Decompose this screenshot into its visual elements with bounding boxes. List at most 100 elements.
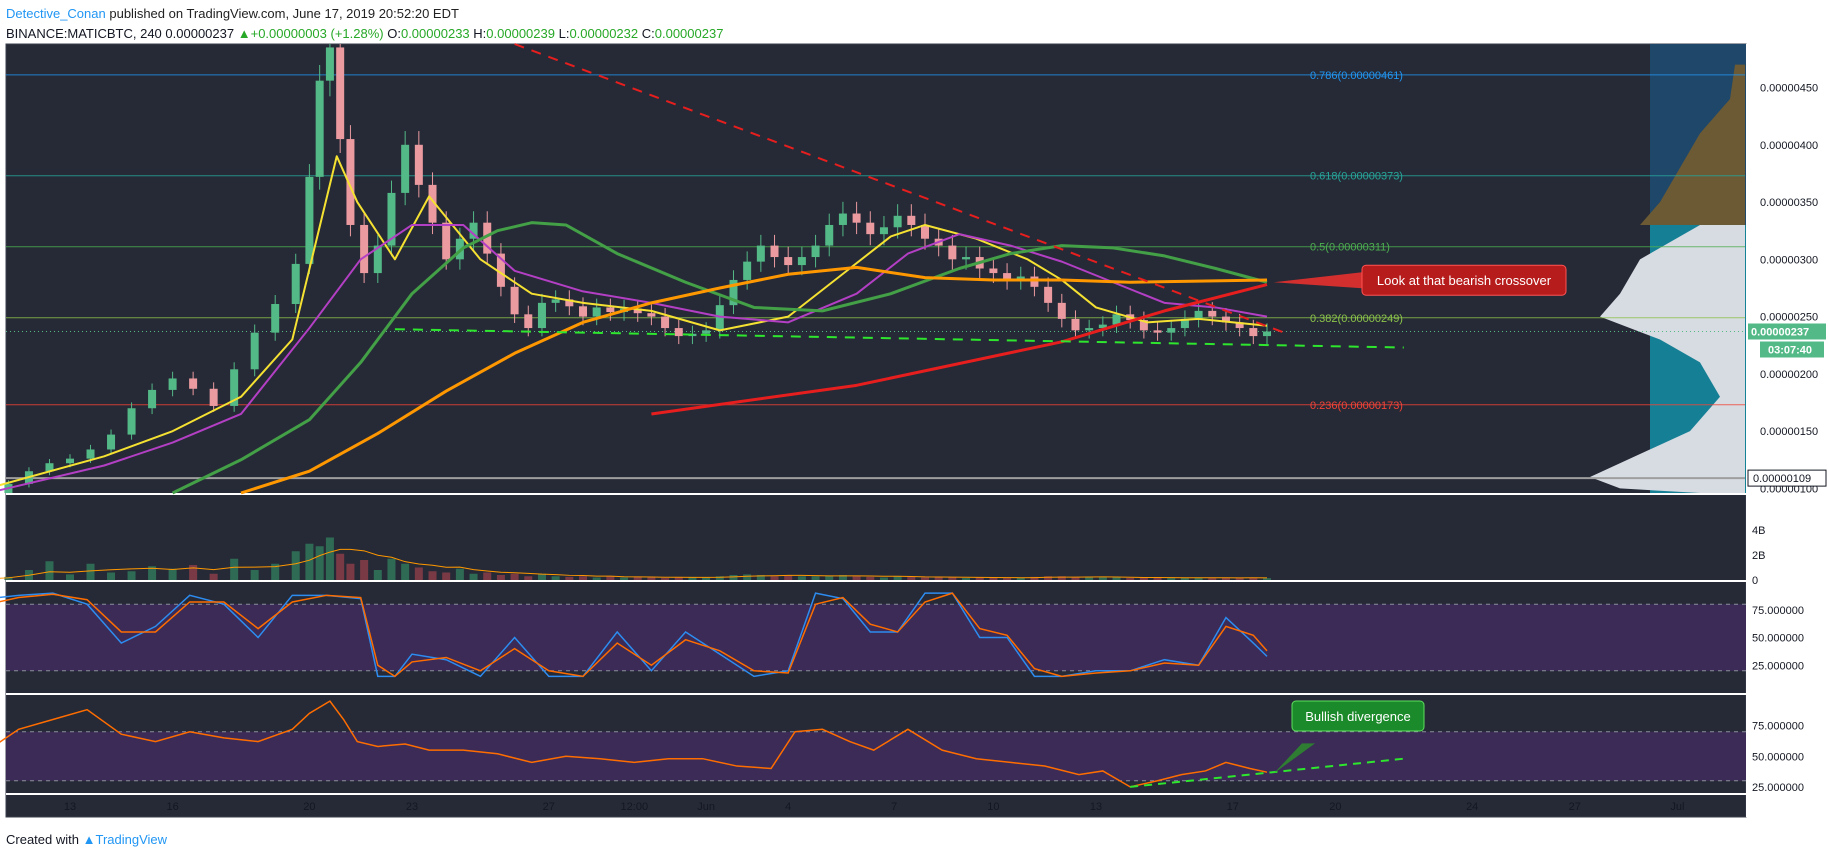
candle-body	[1208, 310, 1217, 317]
countdown-value: 03:07:40	[1768, 344, 1812, 356]
volume-bar	[975, 577, 984, 580]
volume-bar	[1221, 577, 1230, 580]
candle-body	[633, 308, 642, 314]
volume-bar	[168, 568, 177, 580]
volume-bar	[620, 577, 629, 580]
volume-bar	[702, 577, 711, 580]
annotations[interactable]: Look at that bearish crossover Bullish di…	[1273, 264, 1567, 774]
candle-body	[442, 222, 451, 260]
candle-body	[524, 314, 533, 329]
volume-bar	[189, 565, 198, 580]
volume-bar	[1126, 578, 1135, 580]
volume-bar	[1153, 577, 1162, 580]
candlesticks[interactable]	[0, 44, 1271, 495]
volume-bar	[989, 577, 998, 580]
time-tick-label: 23	[406, 801, 418, 813]
created-with-label: Created with	[6, 832, 79, 847]
rsi-line	[0, 700, 1268, 788]
volume-bar	[524, 576, 533, 580]
volume-bar	[428, 571, 437, 580]
time-tick-label: 10	[987, 801, 999, 813]
bullish-callout-pointer	[1273, 743, 1315, 774]
volume-bar	[1208, 578, 1217, 580]
candle-body	[387, 192, 396, 246]
close-label: C:	[641, 26, 655, 41]
price-tick-label: 0.00000400	[1760, 140, 1818, 152]
fib-label-0.236: 0.236(0.00000173)	[1310, 400, 1403, 412]
volume-bar	[729, 575, 738, 580]
candle-body	[551, 299, 560, 303]
price-axis-background	[1746, 44, 1828, 817]
candle-body	[715, 305, 724, 331]
price-change: +0.00000003 (+1.28%)	[250, 26, 384, 41]
candle-body	[647, 313, 656, 317]
time-tick-label: 20	[1329, 801, 1341, 813]
candle-body	[86, 449, 95, 459]
volume-bar	[838, 575, 847, 580]
bearish-callout-pointer	[1273, 272, 1362, 289]
candle-body	[401, 144, 410, 193]
time-tick-label: 13	[1090, 801, 1102, 813]
fib-label-0.382: 0.382(0.00000249)	[1310, 313, 1403, 325]
volume-bar	[647, 577, 656, 580]
volume-bar	[893, 576, 902, 580]
time-tick-label: 12:00	[621, 801, 649, 813]
candle-body	[107, 434, 116, 450]
price-tick-label: 0.00000250	[1760, 312, 1818, 324]
candle-body	[565, 299, 574, 307]
candle-body	[271, 304, 280, 333]
time-tick-label: 7	[891, 801, 897, 813]
candle-body	[592, 307, 601, 317]
candle-body	[189, 378, 198, 389]
publish-line: Detective_Conan published on TradingView…	[6, 4, 1806, 24]
candle-body	[168, 378, 177, 390]
candle-body	[305, 176, 314, 264]
volume-bar	[107, 572, 116, 580]
volume-ma-line	[0, 548, 1268, 579]
volume-bar	[1085, 577, 1094, 580]
candle-body	[325, 47, 334, 81]
volume-bar	[537, 573, 546, 580]
time-tick-label: 27	[543, 801, 555, 813]
time-tick-label: 24	[1466, 801, 1478, 813]
volume-bar	[86, 563, 95, 580]
candle-body	[866, 222, 875, 235]
high-label: H:	[473, 26, 487, 41]
volume-bar	[784, 575, 793, 580]
volume-tick-label: 4B	[1752, 525, 1765, 537]
volume-bar	[336, 553, 345, 580]
bearish-callout-text: Look at that bearish crossover	[1377, 273, 1552, 288]
candle-body	[414, 144, 423, 185]
volume-bar	[674, 577, 683, 580]
volume-bar	[1044, 576, 1053, 580]
candle-body	[1167, 328, 1176, 333]
marker-price-value: 0.00000109	[1753, 473, 1811, 485]
rsi-tick-label: 50.000000	[1752, 751, 1804, 763]
volume-profile-lower	[1590, 224, 1745, 493]
tradingview-brand[interactable]: TradingView	[95, 832, 168, 847]
volume-bar	[1194, 577, 1203, 580]
stoch-tick-label: 50.000000	[1752, 633, 1804, 645]
volume-bar	[1235, 578, 1244, 580]
candle-body	[1057, 302, 1066, 319]
candle-body	[1221, 316, 1230, 323]
candle-body	[66, 458, 74, 464]
author-link[interactable]: Detective_Conan	[6, 6, 106, 21]
candle-body	[579, 306, 587, 317]
volume-bar	[271, 563, 280, 580]
volume-bar	[579, 576, 587, 580]
candle-body	[811, 245, 820, 258]
candle-body	[729, 279, 738, 306]
trendlines[interactable]	[394, 43, 1404, 349]
volume-bar	[442, 572, 451, 580]
volume-bar	[1180, 577, 1189, 580]
candle-body	[1194, 310, 1203, 319]
stoch-band-fill	[6, 604, 1746, 671]
grid-layer	[6, 493, 1828, 795]
low-value: 0.00000232	[569, 26, 639, 41]
candle-body	[250, 332, 259, 370]
volume-bar	[1263, 578, 1271, 580]
footer: Created with ▲TradingView	[6, 830, 167, 850]
candle-body	[797, 257, 806, 266]
